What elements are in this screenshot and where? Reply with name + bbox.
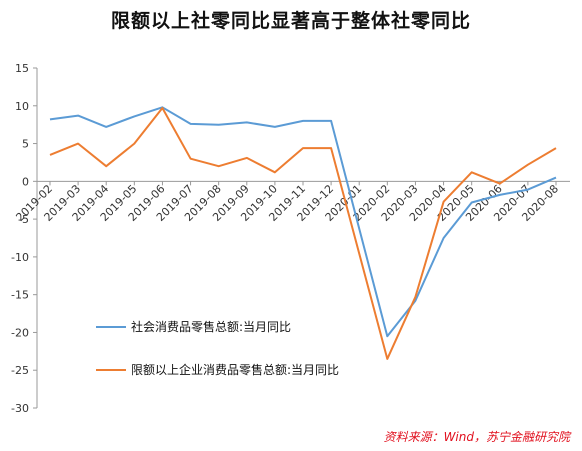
x-axis: 2019-022019-032019-042019-052019-062019-… — [13, 180, 570, 224]
legend-label: 社会消费品零售总额:当月同比 — [131, 319, 291, 334]
y-tick-label: -15 — [11, 289, 29, 302]
y-axis: 15 10 5 0 -5 -10 -15 -20 -25 -30 — [11, 62, 38, 415]
series-line-2 — [49, 107, 557, 360]
y-tick-label: 10 — [15, 100, 29, 113]
y-tick-label: -5 — [18, 213, 29, 226]
y-tick-label: -10 — [11, 251, 29, 264]
series-lines — [49, 106, 557, 360]
y-tick-label: 5 — [22, 138, 29, 151]
chart-title: 限额以上社零同比显著高于整体社零同比 — [110, 10, 471, 32]
source-note: 资料来源：Wind，苏宁金融研究院 — [383, 430, 570, 444]
y-tick-label: -20 — [11, 326, 29, 339]
y-tick-label: 15 — [15, 62, 29, 75]
y-tick-label: -25 — [11, 364, 29, 377]
series-line-1 — [49, 106, 557, 338]
y-tick-label: 0 — [22, 175, 29, 188]
legend-label: 限额以上企业消费品零售总额:当月同比 — [131, 362, 339, 377]
y-tick-label: -30 — [11, 402, 29, 415]
